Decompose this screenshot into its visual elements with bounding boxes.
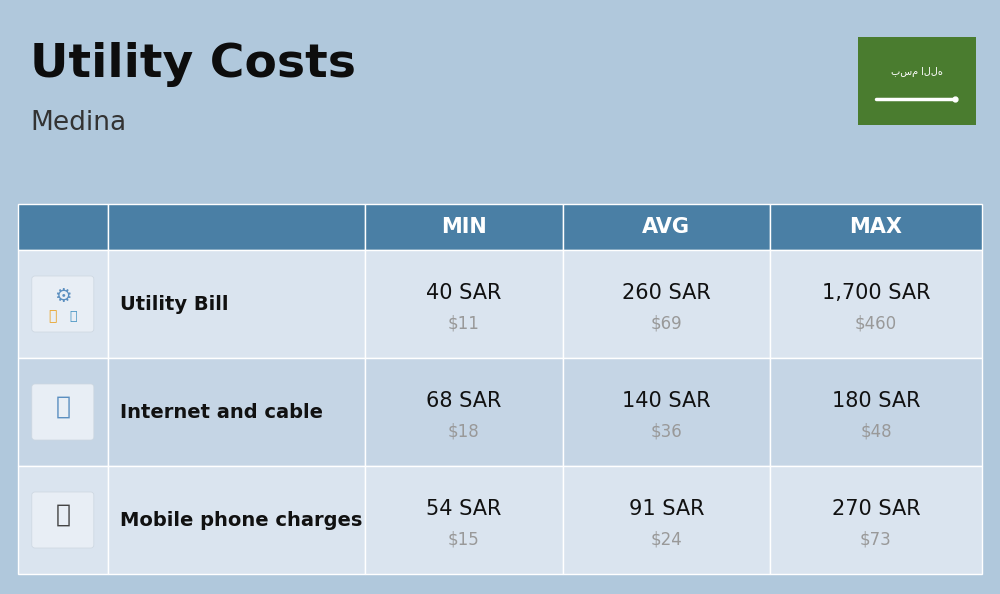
Text: 260 SAR: 260 SAR <box>622 283 711 303</box>
Bar <box>563 204 770 250</box>
Text: 91 SAR: 91 SAR <box>629 499 704 519</box>
Text: Medina: Medina <box>30 110 126 136</box>
Text: 🔌: 🔌 <box>49 309 57 323</box>
Text: 1,700 SAR: 1,700 SAR <box>822 283 930 303</box>
Bar <box>18 358 108 466</box>
Text: $18: $18 <box>448 422 480 440</box>
Bar <box>365 358 563 466</box>
Bar <box>770 466 982 574</box>
Bar <box>108 204 365 250</box>
Text: $36: $36 <box>650 422 682 440</box>
Text: 180 SAR: 180 SAR <box>832 391 920 411</box>
Bar <box>770 358 982 466</box>
Text: ⚙: ⚙ <box>54 286 72 305</box>
Text: MAX: MAX <box>849 217 902 237</box>
Text: $69: $69 <box>650 314 682 333</box>
Bar <box>18 466 108 574</box>
FancyBboxPatch shape <box>32 276 94 332</box>
Bar <box>108 358 365 466</box>
Bar <box>18 250 108 358</box>
Text: 📷: 📷 <box>69 309 77 323</box>
Text: 68 SAR: 68 SAR <box>426 391 502 411</box>
Text: 270 SAR: 270 SAR <box>832 499 920 519</box>
Bar <box>770 250 982 358</box>
Text: Internet and cable: Internet and cable <box>120 403 323 422</box>
Text: 📱: 📱 <box>55 503 70 527</box>
Text: بسم الله: بسم الله <box>891 67 943 77</box>
FancyBboxPatch shape <box>32 492 94 548</box>
Bar <box>18 204 108 250</box>
Text: 📡: 📡 <box>55 395 70 419</box>
Text: $24: $24 <box>650 530 682 548</box>
Text: $11: $11 <box>448 314 480 333</box>
Text: $48: $48 <box>860 422 892 440</box>
Bar <box>563 250 770 358</box>
Text: Utility Costs: Utility Costs <box>30 42 356 87</box>
Bar <box>563 358 770 466</box>
Bar <box>365 466 563 574</box>
Bar <box>858 37 976 125</box>
FancyBboxPatch shape <box>32 384 94 440</box>
Bar <box>365 204 563 250</box>
Text: 140 SAR: 140 SAR <box>622 391 711 411</box>
Text: Mobile phone charges: Mobile phone charges <box>120 510 362 529</box>
Text: $73: $73 <box>860 530 892 548</box>
Text: $15: $15 <box>448 530 480 548</box>
Text: 54 SAR: 54 SAR <box>426 499 502 519</box>
Bar <box>563 466 770 574</box>
Text: Utility Bill: Utility Bill <box>120 295 228 314</box>
Text: AVG: AVG <box>642 217 690 237</box>
Bar <box>108 466 365 574</box>
Bar <box>770 204 982 250</box>
Text: 40 SAR: 40 SAR <box>426 283 502 303</box>
Bar <box>365 250 563 358</box>
Bar <box>108 250 365 358</box>
Text: MIN: MIN <box>441 217 487 237</box>
Text: $460: $460 <box>855 314 897 333</box>
